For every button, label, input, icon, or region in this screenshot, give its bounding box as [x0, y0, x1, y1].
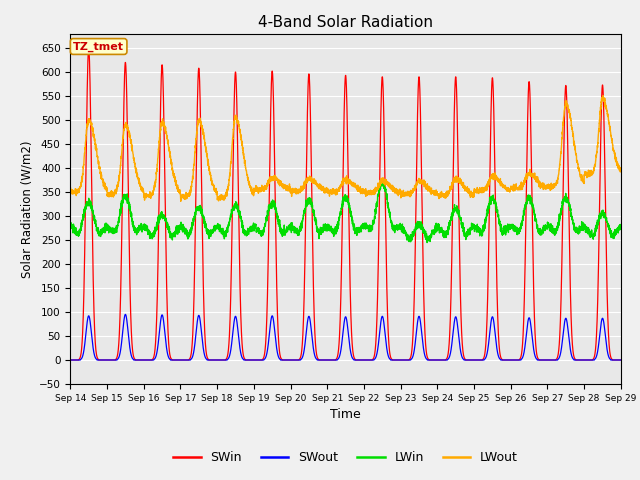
Text: TZ_tmet: TZ_tmet: [73, 41, 124, 52]
LWout: [617, 167, 625, 173]
SWin: [166, 349, 173, 355]
SWin: [617, 357, 625, 363]
SWout: [616, 357, 624, 363]
LWin: [378, 176, 385, 182]
Y-axis label: Solar Radiation (W/m2): Solar Radiation (W/m2): [20, 140, 33, 277]
Legend: SWin, SWout, LWin, LWout: SWin, SWout, LWin, LWout: [168, 446, 523, 469]
LWout: [616, 169, 624, 175]
LWout: [599, 93, 607, 98]
LWin: [500, 228, 508, 234]
SWin: [469, 357, 477, 363]
SWin: [500, 357, 508, 363]
X-axis label: Time: Time: [330, 408, 361, 421]
Line: SWin: SWin: [70, 48, 621, 360]
Line: SWout: SWout: [70, 314, 621, 360]
SWin: [67, 357, 74, 363]
SWin: [616, 357, 624, 363]
LWout: [500, 185, 508, 191]
SWout: [166, 356, 173, 361]
SWout: [469, 357, 477, 363]
LWin: [616, 222, 624, 228]
Line: LWout: LWout: [70, 96, 621, 201]
SWout: [67, 357, 74, 363]
SWin: [84, 45, 92, 51]
LWin: [67, 220, 74, 226]
LWin: [617, 223, 625, 228]
SWout: [325, 357, 333, 363]
SWout: [617, 357, 625, 363]
SWin: [438, 357, 446, 363]
LWout: [166, 147, 173, 153]
LWout: [177, 198, 184, 204]
LWout: [438, 192, 446, 198]
SWout: [500, 357, 508, 363]
LWin: [439, 228, 447, 233]
LWout: [325, 188, 333, 194]
SWin: [325, 357, 333, 363]
SWout: [122, 312, 129, 317]
LWin: [469, 223, 477, 228]
LWin: [423, 240, 431, 245]
LWin: [166, 228, 173, 234]
LWout: [67, 184, 74, 190]
SWout: [438, 357, 446, 363]
Title: 4-Band Solar Radiation: 4-Band Solar Radiation: [258, 15, 433, 30]
Line: LWin: LWin: [70, 179, 621, 242]
LWin: [325, 224, 333, 229]
LWout: [469, 194, 477, 200]
